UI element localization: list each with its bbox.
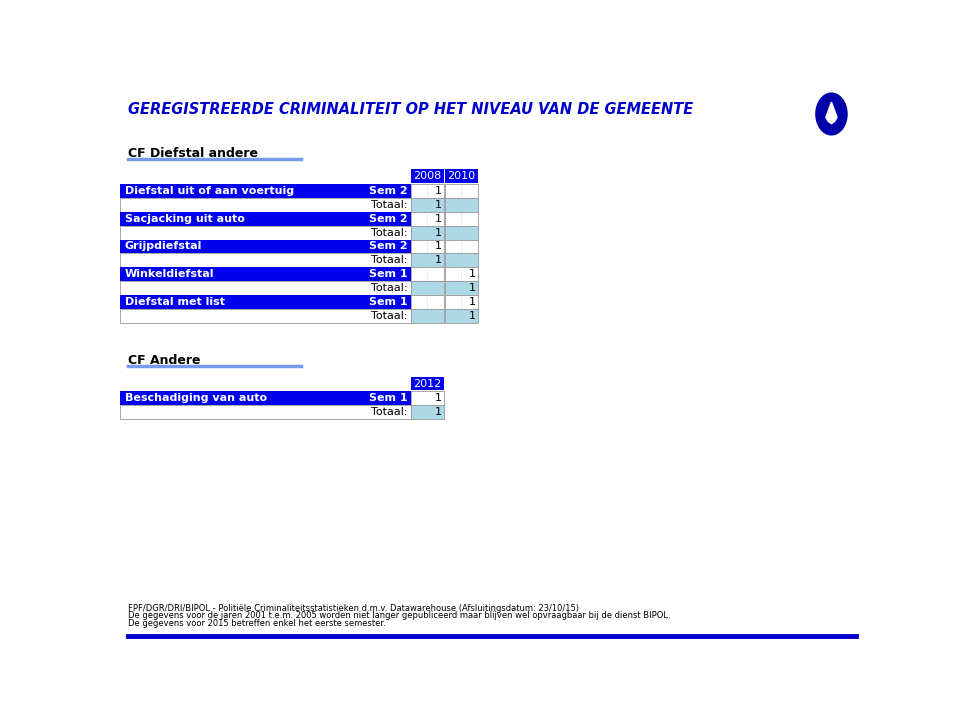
Text: FPF/DGR/DRI/BIPOL - Politiële Criminaliteitsstatistieken d.m.v. Datawarehouse (A: FPF/DGR/DRI/BIPOL - Politiële Criminalit…	[128, 604, 579, 613]
Bar	[120, 198, 411, 212]
Text: Diefstal uit of aan voertuig: Diefstal uit of aan voertuig	[125, 186, 294, 196]
Text: 2012: 2012	[413, 378, 442, 388]
Bar	[411, 267, 444, 281]
Text: GEREGISTREERDE CRIMINALITEIT OP HET NIVEAU VAN DE GEMEENTE: GEREGISTREERDE CRIMINALITEIT OP HET NIVE…	[128, 101, 693, 116]
Text: Sem 2: Sem 2	[369, 214, 408, 224]
Text: 1: 1	[468, 311, 476, 321]
Text: De gegevens voor 2015 betreffen enkel het eerste semester.: De gegevens voor 2015 betreffen enkel he…	[128, 619, 386, 628]
Bar	[444, 281, 478, 295]
Bar	[120, 308, 411, 323]
Bar	[120, 253, 411, 267]
Bar	[411, 308, 444, 323]
Text: Totaal:: Totaal:	[371, 228, 408, 237]
Text: Sem 1: Sem 1	[369, 269, 408, 279]
Bar	[411, 226, 444, 239]
Bar	[411, 212, 444, 226]
Text: Totaal:: Totaal:	[371, 407, 408, 417]
Bar	[411, 253, 444, 267]
Bar	[444, 184, 478, 198]
Text: 1: 1	[435, 242, 442, 252]
Text: Totaal:: Totaal:	[371, 311, 408, 321]
Bar	[411, 295, 444, 308]
Bar	[411, 377, 444, 390]
Text: Sem 1: Sem 1	[369, 297, 408, 307]
Bar	[411, 239, 444, 253]
Text: 1: 1	[468, 269, 476, 279]
Text: Totaal:: Totaal:	[371, 283, 408, 293]
Bar	[120, 267, 411, 281]
Text: CF Diefstal andere: CF Diefstal andere	[128, 147, 257, 160]
Bar	[411, 184, 444, 198]
Bar	[444, 267, 478, 281]
Bar	[120, 212, 411, 226]
Bar	[444, 198, 478, 212]
Text: 1: 1	[435, 393, 442, 403]
Text: 1: 1	[435, 228, 442, 237]
Text: 1: 1	[468, 297, 476, 307]
Bar	[120, 391, 411, 405]
Text: 2010: 2010	[447, 171, 475, 181]
Text: Sem 1: Sem 1	[369, 393, 408, 403]
Bar	[444, 226, 478, 239]
Bar	[444, 295, 478, 308]
Text: Diefstal met list: Diefstal met list	[125, 297, 225, 307]
Bar	[444, 212, 478, 226]
Text: Totaal:: Totaal:	[371, 255, 408, 265]
Text: Sem 2: Sem 2	[369, 186, 408, 196]
Bar	[411, 170, 444, 183]
Bar	[120, 405, 411, 419]
Text: 1: 1	[468, 283, 476, 293]
Bar	[411, 198, 444, 212]
Text: CF Andere: CF Andere	[128, 354, 201, 367]
Text: 1: 1	[435, 214, 442, 224]
Bar	[120, 239, 411, 253]
Bar	[411, 281, 444, 295]
Text: De gegevens voor de jaren 2001 t.e.m. 2005 worden niet langer gepubliceerd maar : De gegevens voor de jaren 2001 t.e.m. 20…	[128, 611, 670, 620]
Text: 1: 1	[435, 255, 442, 265]
Bar	[444, 253, 478, 267]
Text: 1: 1	[435, 186, 442, 196]
Bar	[120, 281, 411, 295]
Text: 1: 1	[435, 407, 442, 417]
Text: 1: 1	[435, 200, 442, 210]
Ellipse shape	[815, 93, 848, 136]
Bar	[411, 405, 444, 419]
Bar	[444, 308, 478, 323]
Bar	[120, 184, 411, 198]
Text: Totaal:: Totaal:	[371, 200, 408, 210]
Text: 2008: 2008	[413, 171, 442, 181]
Bar	[120, 226, 411, 239]
Bar	[120, 295, 411, 308]
Bar	[411, 391, 444, 405]
Polygon shape	[826, 102, 837, 124]
Text: Grijpdiefstal: Grijpdiefstal	[125, 242, 202, 252]
Text: Sem 2: Sem 2	[369, 242, 408, 252]
Text: Winkeldiefstal: Winkeldiefstal	[125, 269, 214, 279]
Bar	[444, 239, 478, 253]
Bar	[444, 170, 478, 183]
Text: Sacjacking uit auto: Sacjacking uit auto	[125, 214, 245, 224]
Text: Beschadiging van auto: Beschadiging van auto	[125, 393, 267, 403]
